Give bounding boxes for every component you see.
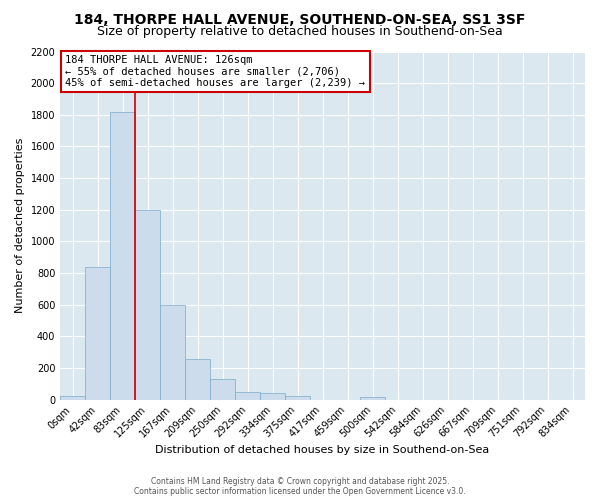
Text: Contains HM Land Registry data © Crown copyright and database right 2025.
Contai: Contains HM Land Registry data © Crown c… — [134, 476, 466, 496]
Bar — [235, 392, 260, 400]
X-axis label: Distribution of detached houses by size in Southend-on-Sea: Distribution of detached houses by size … — [155, 445, 490, 455]
Bar — [160, 304, 185, 400]
Y-axis label: Number of detached properties: Number of detached properties — [15, 138, 25, 314]
Bar — [360, 397, 385, 400]
Text: 184, THORPE HALL AVENUE, SOUTHEND-ON-SEA, SS1 3SF: 184, THORPE HALL AVENUE, SOUTHEND-ON-SEA… — [74, 12, 526, 26]
Bar — [285, 396, 310, 400]
Bar — [85, 266, 110, 400]
Bar — [185, 360, 210, 400]
Bar — [260, 394, 285, 400]
Text: Size of property relative to detached houses in Southend-on-Sea: Size of property relative to detached ho… — [97, 25, 503, 38]
Text: 184 THORPE HALL AVENUE: 126sqm
← 55% of detached houses are smaller (2,706)
45% : 184 THORPE HALL AVENUE: 126sqm ← 55% of … — [65, 55, 365, 88]
Bar — [210, 379, 235, 400]
Bar — [60, 396, 85, 400]
Bar — [110, 112, 135, 400]
Bar — [135, 210, 160, 400]
